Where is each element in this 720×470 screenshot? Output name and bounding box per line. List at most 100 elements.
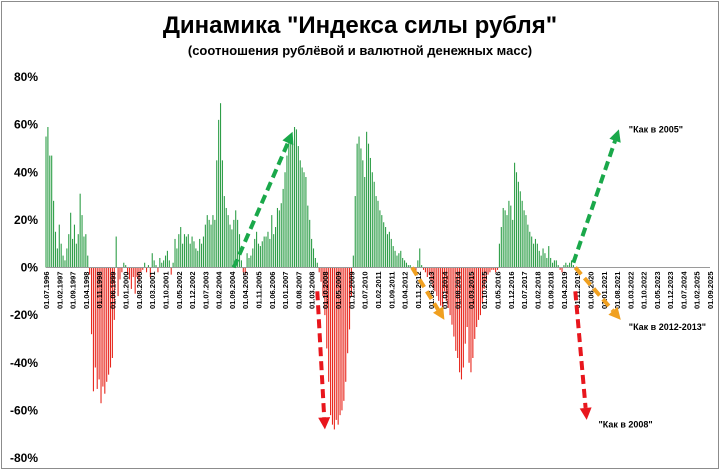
bar	[362, 160, 364, 268]
annotation-label: "Как в 2012-2013"	[629, 322, 706, 332]
bar	[257, 243, 260, 268]
y-tick-label: 20%	[14, 213, 38, 227]
bar	[367, 143, 370, 268]
bar	[500, 227, 502, 268]
bar	[81, 215, 83, 268]
bar	[462, 267, 464, 368]
bar	[455, 267, 457, 351]
bar	[356, 143, 358, 268]
bar	[546, 257, 548, 268]
bar	[540, 255, 542, 268]
bar	[430, 267, 432, 282]
bar	[415, 267, 417, 273]
bar	[326, 267, 328, 349]
bar	[514, 162, 516, 268]
bar	[379, 210, 381, 268]
x-axis: 01.07.1996 01.02.1997 01.09.1997 01.04.1998…	[42, 271, 715, 309]
bar	[292, 143, 294, 268]
bar	[115, 236, 117, 268]
bar	[394, 250, 396, 268]
bar	[127, 267, 129, 275]
bar	[83, 236, 85, 268]
bar	[54, 231, 57, 268]
bar	[417, 260, 419, 268]
arrow-red-dashed-line	[315, 291, 327, 418]
bar	[366, 131, 368, 268]
bar	[140, 267, 142, 273]
x-tick-label: 01.02.2011	[374, 272, 383, 309]
bar	[495, 267, 497, 273]
x-tick-label: 01.07.2003	[201, 272, 210, 310]
bar	[288, 138, 290, 268]
bar	[404, 260, 406, 268]
x-tick-label: 01.09.2018	[547, 272, 556, 310]
bar	[451, 267, 453, 325]
bar	[276, 207, 278, 268]
bar	[550, 257, 552, 268]
bar	[259, 246, 261, 268]
bar	[275, 227, 277, 268]
bar	[311, 238, 313, 268]
bar	[354, 196, 356, 268]
bar	[49, 155, 51, 268]
bar	[441, 267, 444, 311]
bar	[178, 234, 180, 268]
bar	[536, 243, 538, 268]
bar	[330, 267, 332, 416]
bar	[479, 267, 481, 316]
bar	[290, 134, 292, 268]
bar	[392, 246, 394, 268]
x-tick-label: 01.01.2000	[122, 272, 131, 310]
bar	[358, 136, 360, 268]
bar	[191, 236, 193, 268]
arrow-red-dashed-line	[573, 291, 588, 409]
bar	[428, 267, 430, 275]
bar	[508, 200, 510, 268]
bar	[125, 265, 127, 268]
bar	[371, 172, 373, 268]
bar	[172, 262, 174, 268]
bar	[563, 265, 565, 268]
bar	[168, 260, 170, 268]
bar	[466, 267, 468, 328]
bar	[373, 181, 375, 268]
bar	[246, 253, 248, 268]
chart-subtitle: (соотношения рублёвой и валютной денежны…	[188, 43, 532, 58]
y-tick-label: 80%	[14, 70, 38, 84]
bar	[555, 260, 557, 268]
x-tick-label: 01.04.2012	[401, 272, 410, 310]
bar	[352, 255, 354, 268]
bar	[402, 257, 404, 268]
bar	[523, 210, 525, 268]
arrow-green-dashed-line	[231, 142, 290, 269]
bar	[335, 267, 337, 420]
x-tick-label: 01.06.2006	[268, 272, 277, 310]
x-tick-label: 01.11.1998	[95, 272, 104, 309]
bar	[525, 215, 527, 268]
bar	[108, 267, 110, 375]
bar	[512, 219, 514, 268]
bar	[468, 267, 470, 363]
bar	[343, 267, 345, 401]
bar	[531, 236, 533, 268]
bar	[134, 267, 136, 294]
bar	[87, 255, 89, 268]
arrow-orange-dashed-line	[410, 266, 440, 311]
bar	[434, 267, 436, 292]
x-tick-label: 01.05.2002	[175, 272, 184, 310]
x-tick-label: 01.08.2014	[454, 271, 463, 309]
bar	[485, 267, 487, 282]
bar	[533, 243, 535, 268]
bar	[201, 243, 203, 268]
bar	[481, 267, 483, 304]
bar	[515, 172, 518, 268]
x-tick-label: 01.02.2018	[533, 272, 542, 310]
bar	[240, 260, 242, 268]
bar	[214, 219, 216, 268]
bar	[424, 267, 426, 273]
bar	[278, 210, 280, 268]
bar	[58, 224, 60, 268]
arrow-orange-head	[608, 306, 621, 320]
x-tick-label: 01.07.2010	[361, 272, 370, 310]
